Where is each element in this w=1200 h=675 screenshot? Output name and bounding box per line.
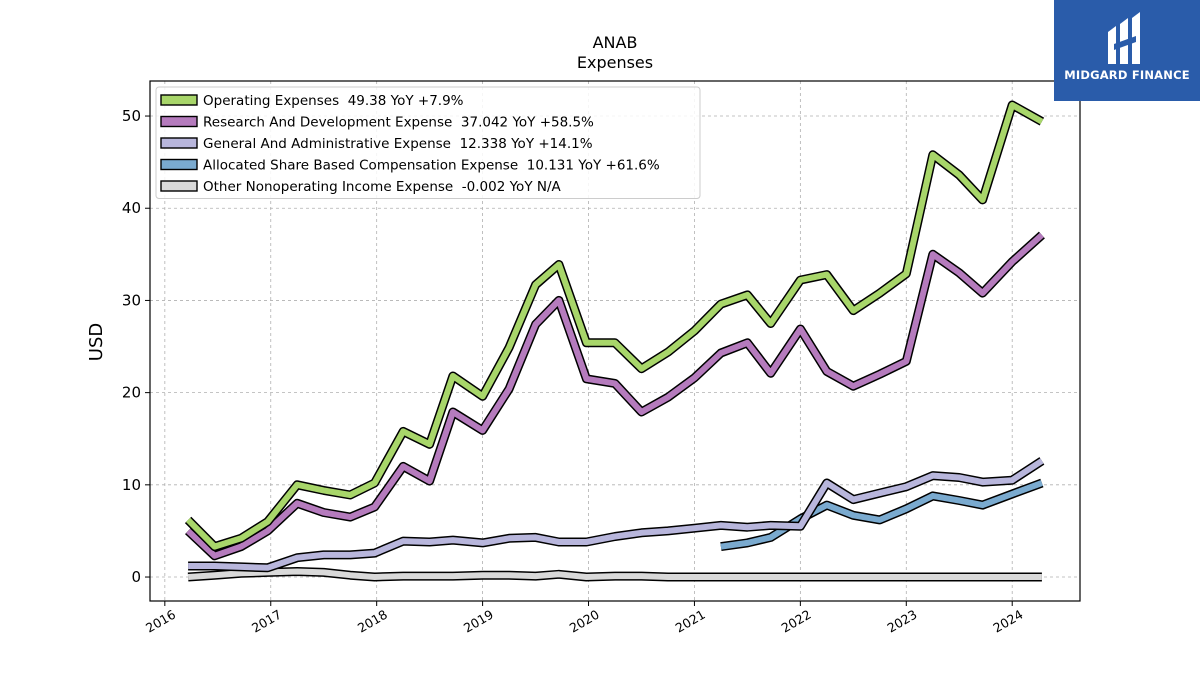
y-tick-label: 30 — [122, 291, 141, 309]
x-tick-label: 2016 — [143, 607, 178, 636]
chart-subtitle: Expenses — [577, 53, 653, 72]
x-tick-label: 2017 — [249, 607, 284, 636]
legend-label: General And Administrative Expense 12.33… — [203, 136, 593, 152]
x-tick-label: 2020 — [567, 607, 602, 636]
chart-title: ANAB — [593, 33, 638, 52]
x-tick-label: 2021 — [673, 607, 708, 636]
plot-lines — [184, 100, 1045, 582]
legend-swatch — [160, 158, 198, 171]
series-line-research-and-development-expense — [186, 232, 1044, 559]
series-line-allocated-share-based-compensation-expense — [720, 480, 1043, 550]
y-axis-label: USD — [86, 323, 107, 361]
series-line-general-and-administrative-expense — [188, 458, 1044, 571]
legend-swatch — [160, 180, 198, 192]
x-tick-label: 2024 — [990, 607, 1025, 636]
legend-swatch — [160, 115, 198, 128]
series-line-other-nonoperating-income-expense — [187, 568, 1042, 580]
x-tick-label: 2018 — [355, 607, 390, 636]
brand-name: MIDGARD FINANCE — [1064, 68, 1190, 82]
legend-swatch — [160, 137, 198, 149]
legend-swatch — [160, 94, 198, 106]
legend-label: Allocated Share Based Compensation Expen… — [203, 158, 660, 174]
x-tick-label: 2019 — [461, 607, 496, 636]
x-tick-label: 2022 — [779, 607, 814, 636]
y-tick-label: 50 — [122, 107, 141, 125]
series-line-operating-expenses — [185, 102, 1044, 550]
brand-mark-icon — [1108, 12, 1140, 64]
legend-label: Operating Expenses 49.38 YoY +7.9% — [203, 93, 464, 109]
y-tick-label: 40 — [122, 199, 141, 217]
legend-box — [155, 86, 701, 199]
legend-label: Research And Development Expense 37.042 … — [203, 115, 594, 131]
plot-frame — [149, 80, 1081, 602]
legend-label: Other Nonoperating Income Expense -0.002… — [203, 179, 562, 195]
legend: Operating Expenses 49.38 YoY +7.9% Resear… — [155, 86, 701, 199]
brand-logo: MIDGARD FINANCE — [1054, 0, 1200, 101]
y-tick-label: 0 — [131, 568, 141, 586]
y-tick-label: 10 — [122, 476, 141, 494]
x-tick-label: 2023 — [885, 607, 920, 636]
y-tick-label: 20 — [122, 384, 141, 402]
